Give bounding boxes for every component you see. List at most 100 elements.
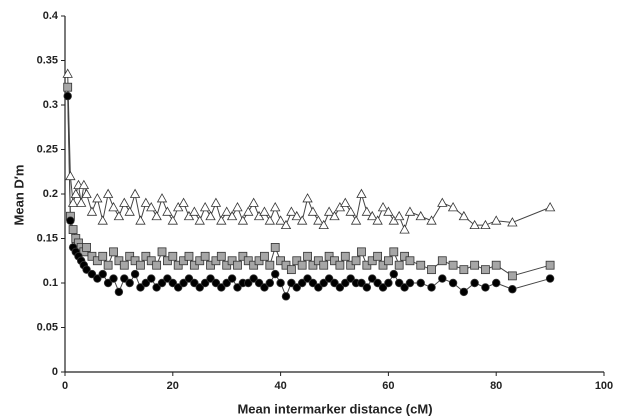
square-marker: [227, 256, 237, 266]
triangle-marker: [92, 193, 103, 203]
circle-marker: [179, 278, 188, 288]
triangle-marker: [124, 206, 135, 216]
square-marker: [459, 265, 469, 275]
square-marker: [136, 260, 145, 270]
circle-marker: [125, 278, 134, 288]
triangle-marker: [75, 197, 87, 207]
circle-marker: [362, 283, 372, 292]
circle-marker: [63, 91, 72, 101]
circle-marker: [481, 283, 490, 292]
triangle-marker: [367, 210, 378, 221]
square-marker: [378, 260, 388, 270]
circle-marker: [314, 283, 323, 292]
triangle-marker: [253, 210, 265, 221]
triangle-marker: [237, 215, 249, 225]
square-marker: [286, 265, 296, 275]
triangle-marker: [97, 215, 108, 225]
circle-marker: [276, 278, 285, 288]
square-marker: [313, 256, 323, 266]
square-marker: [335, 260, 345, 270]
square-marker: [82, 242, 91, 252]
circle-marker: [394, 278, 404, 288]
square-marker: [243, 256, 253, 266]
square-marker: [297, 260, 307, 270]
square-marker: [141, 251, 151, 261]
square-marker: [249, 260, 259, 270]
square-marker: [98, 251, 108, 261]
circle-marker: [233, 283, 242, 292]
circle-marker: [103, 278, 113, 288]
square-marker: [276, 256, 286, 266]
square-marker: [400, 251, 409, 261]
triangle-marker: [491, 215, 502, 225]
triangle-marker: [377, 202, 389, 212]
square-marker: [189, 260, 199, 270]
y-tick-label: 0.3: [43, 99, 58, 111]
triangle-marker: [108, 202, 119, 212]
circle-marker: [130, 269, 140, 279]
triangle-marker: [437, 197, 448, 207]
triangle-marker: [280, 219, 292, 230]
square-marker: [146, 256, 156, 266]
square-marker: [152, 260, 162, 270]
x-tick-label: 100: [595, 380, 613, 392]
square-marker: [260, 251, 269, 261]
circle-marker: [217, 283, 226, 292]
triangle-marker: [399, 224, 410, 234]
y-tick-label: 0.1: [43, 277, 58, 289]
x-tick-label: 20: [167, 380, 179, 392]
circle-marker: [330, 278, 339, 288]
triangle-marker: [350, 215, 362, 225]
square-marker: [206, 260, 215, 270]
square-marker: [405, 256, 415, 266]
circle-marker: [147, 274, 156, 283]
circle-marker: [292, 283, 301, 292]
square-marker: [330, 256, 339, 266]
triangle-marker: [426, 215, 437, 225]
triangle-marker: [361, 206, 373, 216]
triangle-marker: [323, 206, 335, 216]
triangle-marker: [216, 215, 227, 225]
circle-marker: [357, 278, 366, 288]
square-marker: [157, 247, 167, 257]
circle-marker: [227, 274, 237, 283]
triangle-marker: [275, 215, 286, 225]
square-marker: [346, 260, 356, 270]
circle-marker: [163, 274, 172, 283]
x-tick-label: 60: [382, 380, 394, 392]
circle-marker: [438, 274, 447, 283]
square-marker: [383, 256, 393, 266]
triangle-marker: [334, 202, 346, 212]
y-tick-label: 0.05: [37, 321, 58, 333]
circle-marker: [173, 283, 183, 292]
circle-marker: [222, 278, 231, 288]
triangle-marker: [167, 215, 178, 225]
circle-marker: [335, 283, 345, 292]
circle-marker: [109, 274, 118, 283]
circle-marker: [271, 269, 280, 279]
triangle-marker: [135, 215, 146, 225]
triangle-marker: [286, 206, 297, 216]
square-marker: [184, 251, 194, 261]
triangle-marker: [415, 210, 426, 221]
square-marker: [103, 260, 113, 270]
series-line: [67, 73, 551, 232]
x-tick-label: 0: [62, 380, 68, 392]
triangle-marker: [393, 210, 405, 221]
y-tick-label: 0.25: [37, 143, 58, 155]
circle-marker: [184, 274, 194, 283]
circle-marker: [459, 287, 469, 297]
square-marker: [357, 247, 366, 257]
circle-marker: [373, 278, 382, 288]
circle-marker: [378, 283, 388, 292]
square-marker: [394, 260, 404, 270]
circle-marker: [244, 278, 253, 288]
y-tick-label: 0.35: [37, 54, 58, 66]
triangle-marker: [318, 219, 329, 230]
x-tick-label: 80: [490, 380, 502, 392]
circle-marker: [405, 278, 415, 288]
square-marker: [545, 260, 555, 270]
square-marker: [303, 251, 312, 261]
triangle-marker: [340, 197, 351, 207]
